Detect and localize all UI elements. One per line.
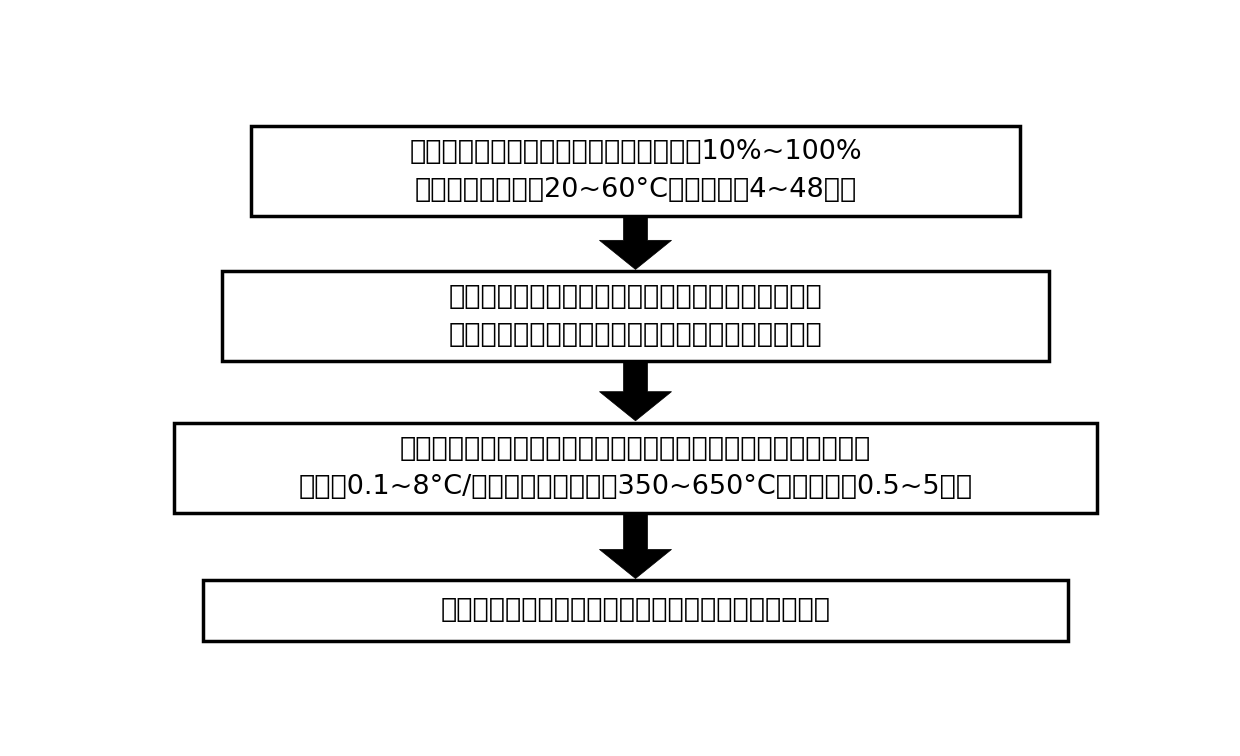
Text: 将浸渍后的氧化铝陶瓷素坯转移至底部平整的表面皿
中，将其表面的溶液用无尘纸擦拭除去，并自然晾干: 将浸渍后的氧化铝陶瓷素坯转移至底部平整的表面皿 中，将其表面的溶液用无尘纸擦拭除…	[449, 284, 822, 349]
Polygon shape	[599, 361, 672, 421]
Bar	[203, 580, 1068, 641]
Text: 将自然晾干后的氧化铝陶瓷生坯转移至马弗炉中，在空气气氛条件
下，以0.1~8°C/分钟的升温速率升至350~650°C之间，保温0.5~5小时: 将自然晾干后的氧化铝陶瓷生坯转移至马弗炉中，在空气气氛条件 下，以0.1~8°C…	[299, 435, 972, 500]
Polygon shape	[599, 513, 672, 578]
Bar	[174, 423, 1096, 513]
Bar	[222, 271, 1049, 361]
Polygon shape	[599, 216, 672, 269]
Bar	[250, 125, 1021, 216]
Text: 将氧化铝陶瓷素坯浸没于质量百分含量为10%~100%
的脱脂溶液中，在20~60°C之间，浸泡4~48小时: 将氧化铝陶瓷素坯浸没于质量百分含量为10%~100% 的脱脂溶液中，在20~60…	[409, 139, 862, 203]
Text: 得到结构更加均匀、表面无裂纹、无变形的脱脂后产品: 得到结构更加均匀、表面无裂纹、无变形的脱脂后产品	[440, 597, 831, 623]
